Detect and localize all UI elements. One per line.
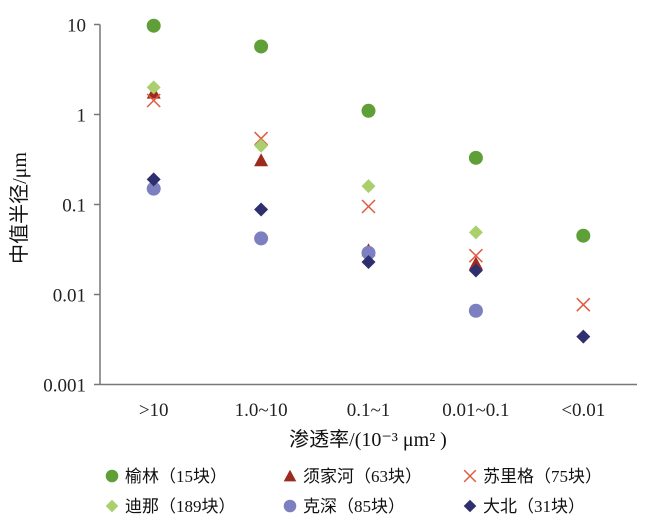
data-point [468,263,483,278]
data-point [468,303,483,318]
legend-marker-icon [463,469,477,483]
data-point [146,80,161,95]
data-point [254,202,269,217]
x-tick-label: 0.01~0.1 [442,400,509,421]
legend-marker-icon [105,499,119,513]
y-tick-label: 0.001 [43,376,86,397]
y-tick-label: 10 [67,16,86,37]
y-axis-label: 中值半径/μm [8,152,31,264]
x-tick-label: 1.0~10 [235,400,288,421]
data-point [576,228,591,243]
data-point [254,231,269,246]
y-ticks: 10 1 0.1 0.01 0.001 [43,16,100,397]
data-point [254,153,269,167]
legend-label: 迪那（189块） [125,497,236,516]
axes [99,24,637,386]
x-tick-label: 0.1~1 [347,400,391,421]
data-point [361,245,376,260]
data-point [361,254,376,269]
data-point [254,138,269,153]
legend-marker-icon [105,469,119,483]
data-point [361,199,376,214]
data-point [576,297,591,312]
data-point [146,181,161,196]
data-point [468,150,483,165]
legend-label: 须家河（63块） [303,467,422,486]
legend-marker-icon [463,499,477,513]
data-point [468,256,483,270]
legend-label: 苏里格（75块） [483,467,602,486]
x-tick-label: >10 [139,400,169,421]
data-point [254,131,269,146]
data-point [361,103,376,118]
data-point [576,329,591,344]
legend-label: 榆林（15块） [125,467,227,486]
y-tick-label: 1 [77,106,87,127]
legend-marker-icon [283,499,297,513]
legend-marker-icon [283,469,297,482]
data-points [146,18,591,344]
x-ticks: >10 1.0~10 0.1~1 0.01~0.1 <0.01 [139,400,605,421]
data-point [254,39,269,54]
legend-label: 克深（85块） [303,497,405,516]
data-point [468,225,483,240]
data-point [146,18,161,33]
data-point [146,172,161,187]
y-tick-label: 0.1 [62,196,86,217]
legend-label: 大北（31块） [483,497,585,516]
legend: 榆林（15块） 须家河（63块） 苏里格（75块） 迪那（189块） 克深（85块） 大北… [105,467,602,516]
data-point [146,93,161,108]
data-point [468,248,483,263]
x-axis-label: 渗透率/(10⁻³ μm² ) [289,428,447,451]
y-tick-label: 0.01 [53,286,86,307]
x-tick-label: <0.01 [561,400,605,421]
data-point [361,179,376,194]
